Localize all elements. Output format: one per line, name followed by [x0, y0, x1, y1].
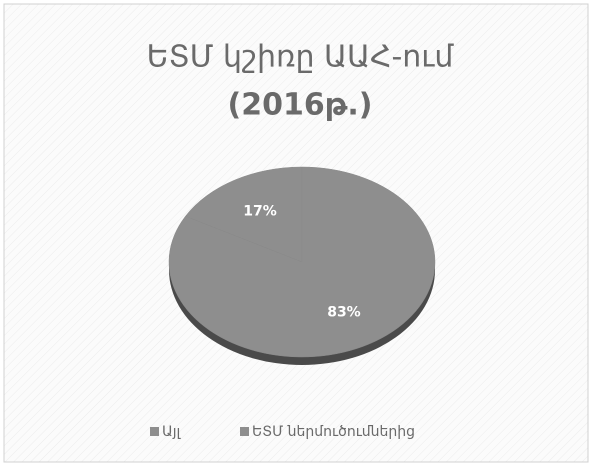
pie-slice — [185, 166, 303, 263]
chart-title: ԵՏՄ կշիռը ԱԱՀ-ում — [147, 40, 455, 75]
legend-swatch — [240, 427, 249, 436]
chart-title: (2016թ.) — [228, 88, 373, 123]
legend-label: ԵՏՄ ներմուծումներից — [252, 424, 415, 440]
data-label: 83% — [327, 305, 361, 321]
legend-label: Այլ — [162, 424, 182, 440]
legend-swatch — [150, 427, 159, 436]
pie-slice — [168, 166, 436, 358]
data-label: 17% — [243, 203, 277, 219]
